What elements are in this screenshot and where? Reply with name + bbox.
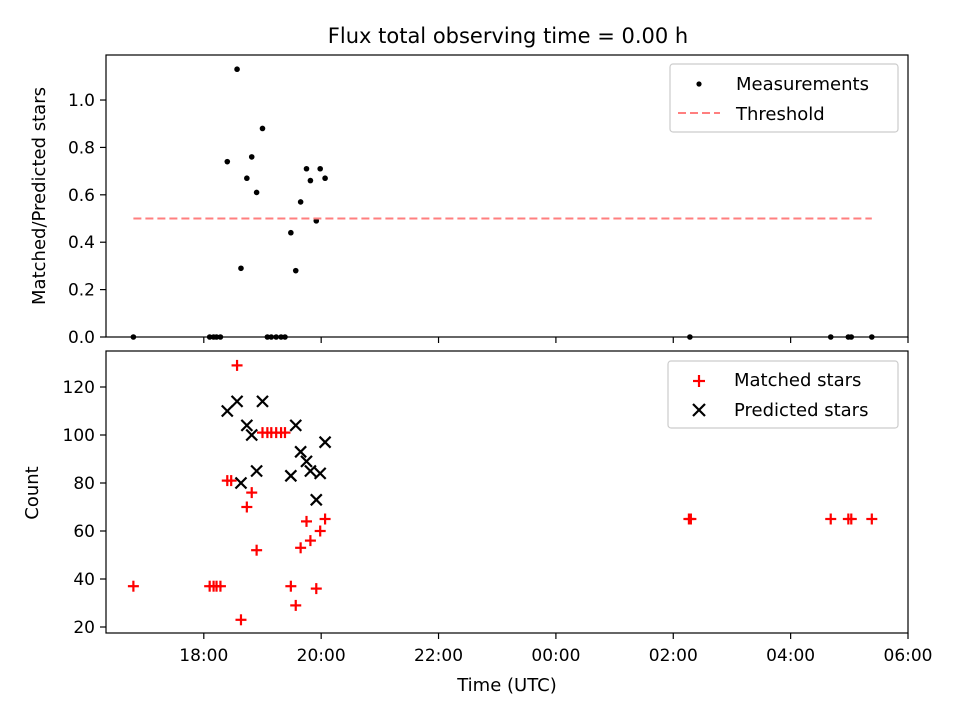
legend-predicted-marker — [692, 403, 706, 417]
top-legend: Measurements Threshold — [669, 63, 899, 133]
bottom-series-layer — [127, 359, 878, 626]
predicted-star-point — [245, 428, 259, 442]
top-y-tick-label: 1.0 — [68, 91, 95, 111]
bottom-legend-box — [667, 360, 899, 429]
legend-measurements-label: Measurements — [736, 74, 869, 95]
matched-star-point — [279, 427, 291, 439]
chart-title: Flux total observing time = 0.00 h — [328, 24, 688, 48]
matched-star-point — [290, 599, 302, 611]
matched-star-point — [685, 513, 697, 525]
predicted-star-point — [230, 395, 244, 408]
matched-star-point — [314, 525, 326, 537]
top-panel: 0.0 0.2 0.4 0.6 0.8 1.0 Matched/Predicted sta… — [29, 54, 909, 348]
bottom-x-tick-label: 20:00 — [297, 646, 346, 666]
bottom-panel: 20 40 60 80 100 120 18:00 20:00 22:00 00:00 02:00 0… — [22, 350, 933, 696]
bottom-x-tick-label: 02:00 — [649, 646, 698, 666]
legend-measurements-marker — [696, 81, 702, 87]
bottom-y-tick-label: 20 — [73, 618, 95, 638]
bottom-x-tick-label: 18:00 — [179, 646, 228, 666]
measurement-point — [238, 265, 244, 272]
matched-star-point — [310, 583, 322, 595]
measurement-point — [248, 154, 255, 160]
bottom-axes-frame — [105, 350, 909, 634]
top-legend-box — [669, 63, 899, 133]
measurement-point — [322, 175, 328, 182]
measurement-point — [259, 125, 266, 132]
bottom-tick-layer: 20 40 60 80 100 120 18:00 20:00 22:00 00:00 02:00 0… — [63, 378, 933, 666]
matched-star-point — [246, 487, 258, 499]
top-y-tick-label: 0.8 — [68, 138, 95, 158]
predicted-star-point — [284, 469, 298, 483]
legend-predicted-label: Predicted stars — [734, 400, 868, 421]
matched-star-point — [845, 513, 857, 525]
matched-star-point — [319, 513, 331, 525]
top-y-tick-label: 0.2 — [68, 281, 95, 301]
bottom-x-tick-label: 22:00 — [414, 646, 463, 666]
top-y-axis-label: Matched/Predicted stars — [29, 87, 50, 305]
matched-star-point — [127, 580, 139, 592]
bottom-x-tick-label: 04:00 — [766, 646, 815, 666]
legend-matched-label: Matched stars — [734, 370, 861, 391]
predicted-star-point — [221, 404, 234, 418]
top-axes-frame — [105, 54, 909, 338]
matched-star-point — [251, 544, 263, 556]
bottom-y-axis-label: Count — [22, 466, 43, 519]
bottom-y-tick-label: 100 — [63, 426, 95, 446]
measurement-point — [234, 66, 240, 73]
predicted-star-point — [250, 464, 263, 478]
measurement-point — [244, 175, 250, 182]
bottom-y-tick-label: 60 — [73, 522, 95, 542]
measurement-point — [224, 158, 231, 165]
predicted-star-point — [256, 395, 269, 408]
measurement-point — [307, 177, 314, 184]
matched-star-point — [866, 513, 878, 525]
top-tick-layer: 0.0 0.2 0.4 0.6 0.8 1.0 — [68, 91, 909, 348]
bottom-legend: Matched stars Predicted stars — [667, 360, 899, 429]
bottom-x-tick-label: 06:00 — [884, 646, 933, 666]
top-y-tick-label: 0.6 — [68, 186, 95, 206]
matched-star-point — [241, 501, 253, 513]
predicted-star-point — [240, 419, 254, 432]
legend-matched-marker — [693, 375, 705, 387]
x-axis-label: Time (UTC) — [456, 675, 557, 696]
predicted-star-point — [300, 455, 313, 468]
measurement-point — [303, 165, 310, 172]
measurement-point — [288, 229, 294, 236]
matched-star-point — [231, 359, 243, 371]
matched-star-point — [285, 580, 297, 592]
predicted-star-point — [310, 493, 323, 507]
legend-threshold-label: Threshold — [735, 104, 825, 125]
matched-star-point — [235, 614, 247, 626]
predicted-star-point — [313, 467, 327, 480]
top-y-tick-label: 0.0 — [68, 328, 95, 348]
measurement-point — [292, 267, 299, 274]
top-y-tick-label: 0.4 — [68, 233, 95, 253]
predicted-star-point — [289, 419, 303, 432]
measurement-point — [297, 199, 304, 205]
predicted-star-point — [234, 476, 248, 490]
measurement-point — [317, 165, 323, 172]
measurement-point — [253, 189, 260, 196]
bottom-y-tick-label: 80 — [73, 474, 95, 494]
matched-star-point — [295, 542, 307, 554]
matched-star-point — [825, 513, 837, 525]
predicted-star-point — [294, 445, 307, 459]
bottom-y-tick-label: 40 — [73, 570, 95, 590]
matched-star-point — [225, 475, 237, 487]
matched-star-point — [214, 580, 226, 592]
predicted-star-point — [304, 464, 317, 478]
predicted-star-point — [318, 435, 332, 449]
matched-star-point — [301, 515, 312, 527]
bottom-y-tick-label: 120 — [63, 378, 95, 398]
matched-star-point — [304, 535, 316, 547]
bottom-x-tick-label: 00:00 — [531, 646, 580, 666]
